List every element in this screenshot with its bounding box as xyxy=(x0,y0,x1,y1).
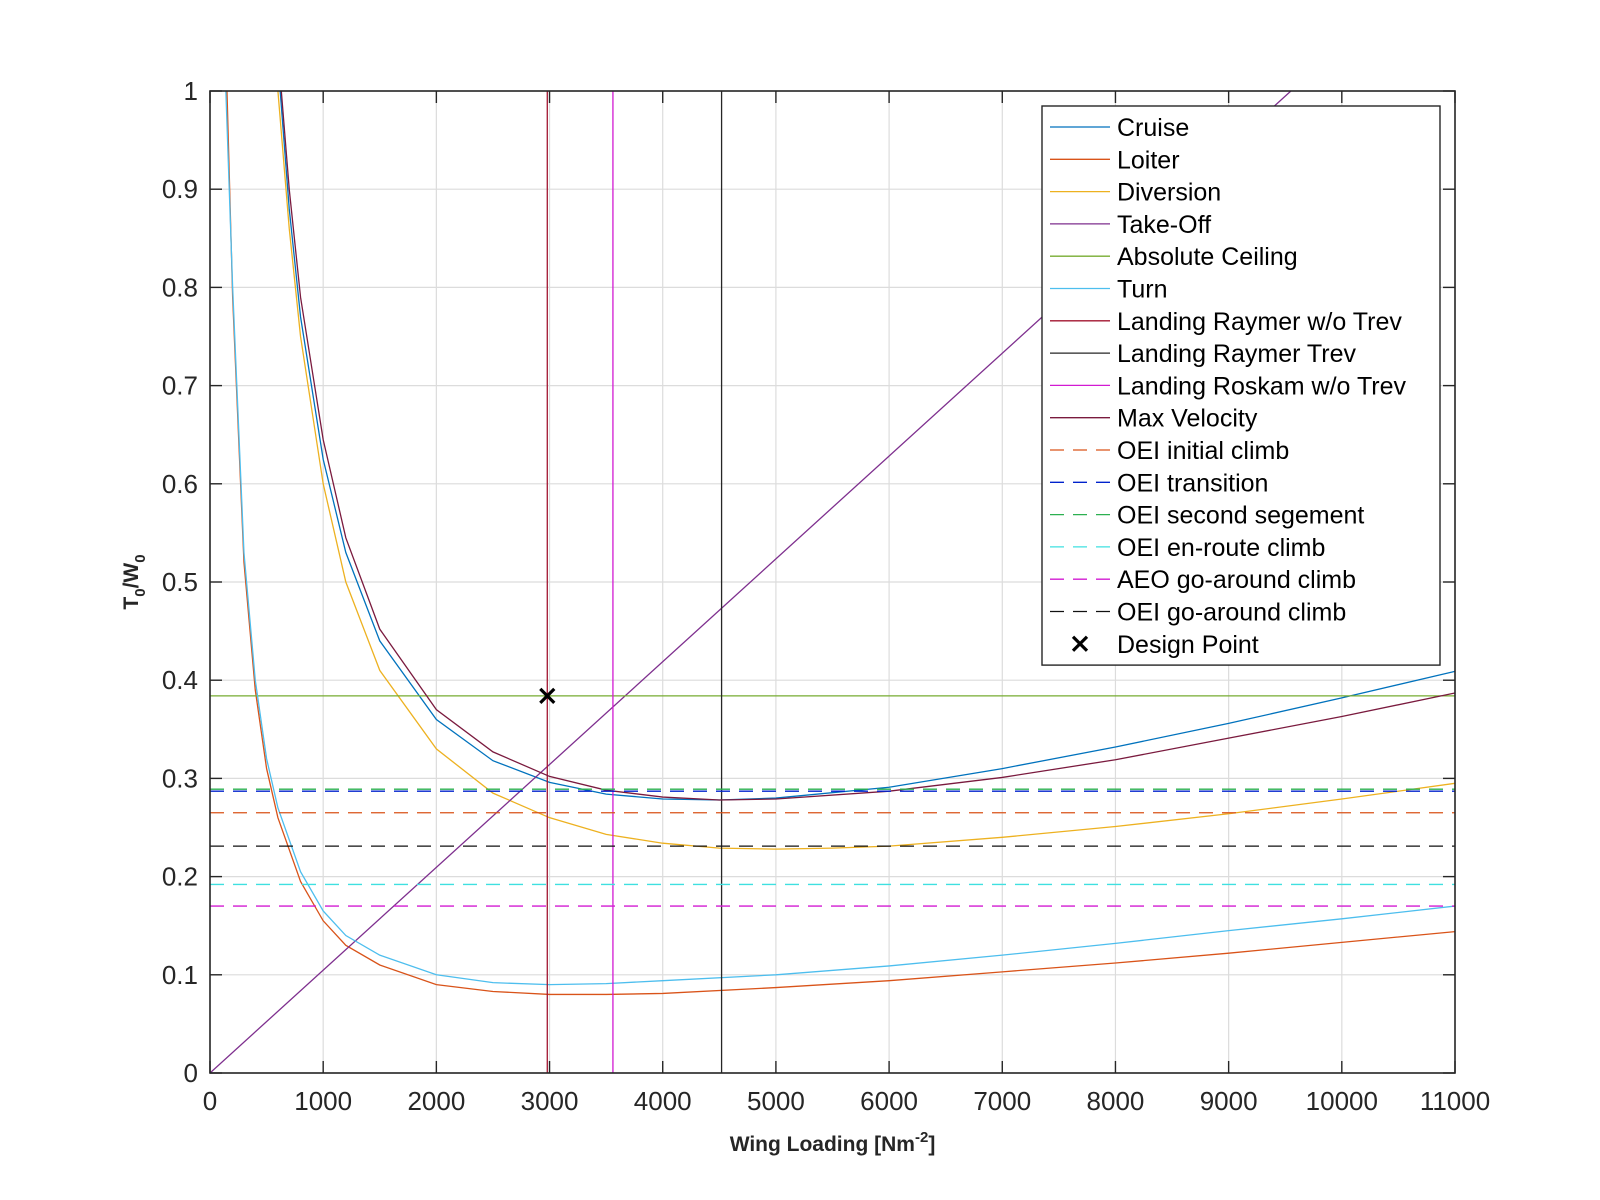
design-point-marker xyxy=(539,687,556,705)
series-line-cruise xyxy=(279,91,1455,801)
x-tick-label: 3000 xyxy=(521,1086,579,1116)
x-axis-label-sup: -2 xyxy=(915,1129,928,1146)
legend-label: Landing Raymer Trev xyxy=(1117,340,1357,368)
legend-label: OEI transition xyxy=(1117,469,1268,497)
series-line-diversion xyxy=(277,91,1455,850)
y-axis-label: T0/W0 xyxy=(120,554,149,609)
y-tick-label: 0.4 xyxy=(162,665,198,695)
series-line-loiter xyxy=(226,91,1455,996)
legend-entry-landing-raymer-trev: Landing Raymer Trev xyxy=(1050,340,1357,368)
x-tick-label: 8000 xyxy=(1087,1086,1145,1116)
legend-entry-oei-transition: OEI transition xyxy=(1050,469,1268,497)
legend-entry-landing-raymer-w-o-trev: Landing Raymer w/o Trev xyxy=(1050,308,1402,336)
x-axis-label-main: Wing Loading [Nm xyxy=(730,1133,915,1156)
legend-entry-landing-roskam-w-o-trev: Landing Roskam w/o Trev xyxy=(1050,372,1407,400)
x-axis-label: Wing Loading [Nm-2] xyxy=(730,1129,936,1156)
legend-entry-turn: Turn xyxy=(1050,276,1167,304)
legend-entry-oei-second-segement: OEI second segement xyxy=(1050,502,1364,530)
x-tick-label: 2000 xyxy=(407,1086,465,1116)
legend-entry-max-velocity: Max Velocity xyxy=(1050,405,1258,433)
x-tick-label: 0 xyxy=(203,1086,217,1116)
x-axis-label-suffix: ] xyxy=(928,1133,935,1156)
y-tick-label: 0 xyxy=(184,1058,198,1088)
legend-entry-cruise: Cruise xyxy=(1050,114,1189,142)
legend-label: OEI second segement xyxy=(1117,502,1364,530)
legend-label: Max Velocity xyxy=(1117,405,1258,433)
series-line-turn xyxy=(225,91,1455,986)
y-axis-label-t: T xyxy=(120,597,143,610)
legend-entry-oei-en-route-climb: OEI en-route climb xyxy=(1050,534,1325,562)
x-tick-label: 6000 xyxy=(860,1086,918,1116)
y-tick-label: 0.1 xyxy=(162,960,198,990)
y-axis-label-mid: /W xyxy=(120,563,143,589)
legend-label: OEI en-route climb xyxy=(1117,534,1325,562)
legend-label: Cruise xyxy=(1117,114,1189,142)
x-tick-label: 11000 xyxy=(1420,1086,1490,1116)
y-axis-label-sub1: 0 xyxy=(132,588,149,596)
series-line-max-velocity xyxy=(280,91,1455,801)
y-tick-label: 0.2 xyxy=(162,862,198,892)
x-tick-label: 4000 xyxy=(634,1086,692,1116)
legend-entry-diversion: Diversion xyxy=(1050,179,1221,207)
y-tick-label: 0.9 xyxy=(162,174,198,204)
x-tick-label: 1000 xyxy=(294,1086,352,1116)
legend-entry-loiter: Loiter xyxy=(1050,146,1180,174)
legend-label: Take-Off xyxy=(1117,211,1211,239)
legend-label: Turn xyxy=(1117,276,1167,304)
legend-entry-take-off: Take-Off xyxy=(1050,211,1211,239)
axes: 0 1000 2000 3000 4000 5000 6000 7000 8000 9000 100… xyxy=(162,76,1490,1116)
legend-label: AEO go-around climb xyxy=(1117,566,1356,594)
legend-entry-absolute-ceiling: Absolute Ceiling xyxy=(1050,243,1298,271)
y-tick-label: 0.7 xyxy=(162,371,198,401)
plot-area xyxy=(210,91,1455,1073)
y-tick-label: 0.6 xyxy=(162,469,198,499)
legend-label: Landing Raymer w/o Trev xyxy=(1117,308,1402,336)
legend-label: OEI initial climb xyxy=(1117,437,1289,465)
x-tick-label: 10000 xyxy=(1306,1086,1378,1116)
y-tick-label: 0.5 xyxy=(162,567,198,597)
y-tick-label: 0.3 xyxy=(162,763,198,793)
legend-label: Loiter xyxy=(1117,146,1180,174)
legend-label: OEI go-around climb xyxy=(1117,599,1346,627)
legend: Cruise Loiter Diversion Take-Off Absolute Ce… xyxy=(1041,105,1441,666)
y-tick-label: 1 xyxy=(184,76,198,106)
y-axis-label-sub2: 0 xyxy=(132,554,149,562)
legend-entry-design-point: Design Point xyxy=(1071,631,1259,659)
x-tick-label: 5000 xyxy=(747,1086,805,1116)
legend-label: Design Point xyxy=(1117,631,1259,659)
legend-label: Diversion xyxy=(1117,179,1221,207)
y-tick-label: 0.8 xyxy=(162,272,198,302)
legend-entry-oei-initial-climb: OEI initial climb xyxy=(1050,437,1289,465)
legend-entry-oei-go-around-climb: OEI go-around climb xyxy=(1050,599,1346,627)
legend-label: Landing Roskam w/o Trev xyxy=(1117,372,1407,400)
x-tick-label: 7000 xyxy=(973,1086,1031,1116)
legend-label: Absolute Ceiling xyxy=(1117,243,1298,271)
x-tick-label: 9000 xyxy=(1200,1086,1258,1116)
legend-entry-aeo-go-around-climb: AEO go-around climb xyxy=(1050,566,1356,594)
